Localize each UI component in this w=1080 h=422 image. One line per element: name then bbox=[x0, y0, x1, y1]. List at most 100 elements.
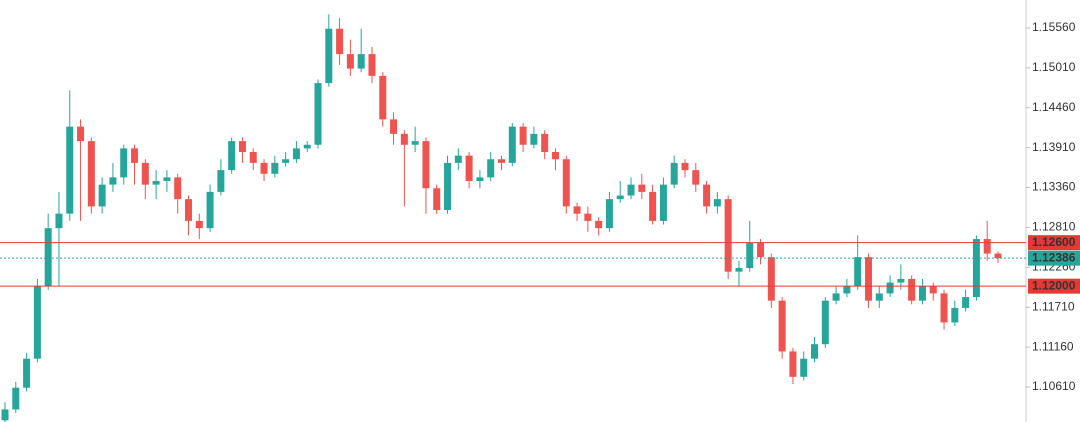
candle-body bbox=[336, 28, 344, 55]
candle-body bbox=[87, 141, 95, 207]
candle-body bbox=[681, 162, 689, 171]
candle-body bbox=[735, 268, 743, 272]
candle-body bbox=[465, 155, 473, 182]
candle-body bbox=[120, 148, 128, 178]
candle-body bbox=[23, 358, 31, 388]
candle-body bbox=[292, 148, 300, 160]
candle-body bbox=[757, 242, 765, 258]
y-tick-label: 1.12810 bbox=[1032, 220, 1076, 234]
candle-body bbox=[627, 184, 635, 196]
price-level-box bbox=[1028, 278, 1080, 294]
price-level-label: 1.12000 bbox=[1032, 278, 1076, 292]
candle-body bbox=[390, 119, 398, 134]
candle-body bbox=[66, 126, 74, 214]
candle-body bbox=[972, 239, 980, 298]
candle-body bbox=[562, 159, 570, 207]
candle-body bbox=[260, 162, 268, 174]
candle-body bbox=[983, 239, 991, 254]
candle-body bbox=[649, 191, 657, 221]
candle-body bbox=[616, 195, 624, 200]
candle-body bbox=[659, 184, 667, 221]
candle-body bbox=[897, 278, 905, 283]
candle-body bbox=[184, 199, 192, 221]
candle-body bbox=[843, 286, 851, 294]
candle-body bbox=[692, 170, 700, 185]
candle-body bbox=[422, 141, 430, 189]
y-tick-label: 1.11160 bbox=[1032, 339, 1074, 353]
candle-body bbox=[994, 253, 1002, 259]
candle-body bbox=[551, 152, 559, 160]
candle-body bbox=[638, 184, 646, 192]
candle-body bbox=[864, 257, 872, 301]
candle-body bbox=[908, 278, 916, 301]
candle-body bbox=[778, 300, 786, 352]
candle-body bbox=[498, 159, 505, 163]
candle-body bbox=[821, 300, 829, 345]
candle-body bbox=[962, 297, 970, 308]
candle-body bbox=[314, 83, 322, 145]
candle-body bbox=[346, 54, 354, 69]
candle-body bbox=[228, 141, 236, 171]
candle-body bbox=[595, 220, 603, 229]
candle-body bbox=[152, 181, 160, 185]
price-level-box bbox=[1028, 235, 1080, 251]
candle-body bbox=[767, 257, 775, 301]
candle-body bbox=[530, 133, 538, 145]
candle-body bbox=[670, 162, 678, 185]
candle-body bbox=[249, 152, 257, 163]
candle-body bbox=[605, 199, 613, 229]
candle-body bbox=[368, 54, 376, 76]
y-tick-label: 1.15010 bbox=[1032, 60, 1076, 74]
candle-body bbox=[12, 387, 20, 410]
candle-body bbox=[303, 144, 311, 149]
candle-body bbox=[195, 220, 203, 229]
candle-body bbox=[875, 293, 883, 301]
candle-body bbox=[854, 257, 862, 287]
candle-body bbox=[217, 170, 225, 192]
candle-body bbox=[109, 177, 117, 185]
candle-body bbox=[713, 199, 721, 207]
candle-body bbox=[746, 242, 754, 269]
candle-body bbox=[238, 141, 246, 153]
price-level-label: 1.12386 bbox=[1032, 250, 1076, 264]
candle-body bbox=[476, 177, 484, 182]
candle-body bbox=[282, 159, 290, 163]
candle-body bbox=[55, 213, 63, 229]
candle-body bbox=[584, 213, 592, 221]
candle-body bbox=[800, 358, 808, 377]
price-level-box bbox=[1028, 250, 1080, 266]
candle-body bbox=[379, 75, 387, 120]
candle-body bbox=[832, 293, 840, 301]
candle-body bbox=[811, 344, 819, 359]
y-tick-label: 1.10610 bbox=[1032, 379, 1076, 393]
candle-body bbox=[131, 148, 139, 163]
candle-body bbox=[77, 126, 85, 142]
candle-body bbox=[703, 184, 711, 207]
candle-body bbox=[444, 162, 452, 211]
candle-body bbox=[411, 141, 419, 145]
y-tick-label: 1.11710 bbox=[1032, 299, 1075, 313]
candle-body bbox=[174, 177, 182, 200]
candle-body bbox=[1, 409, 9, 421]
y-tick-label: 1.13360 bbox=[1032, 180, 1076, 194]
candle-body bbox=[940, 293, 948, 323]
candle-body bbox=[573, 206, 581, 214]
candle-body bbox=[929, 286, 937, 294]
price-level-label: 1.12600 bbox=[1032, 235, 1076, 249]
candle-body bbox=[271, 162, 279, 174]
candle-body bbox=[433, 188, 441, 211]
candle-body bbox=[918, 286, 926, 301]
candle-body bbox=[508, 126, 516, 163]
candle-body bbox=[163, 177, 171, 182]
candle-body bbox=[454, 155, 462, 163]
candle-body bbox=[141, 162, 149, 185]
candle-body bbox=[789, 351, 797, 377]
candle-body bbox=[724, 199, 732, 272]
y-tick-label: 1.13910 bbox=[1032, 140, 1076, 154]
candle-body bbox=[98, 184, 106, 207]
candle-body bbox=[357, 54, 365, 69]
y-tick-label: 1.14460 bbox=[1032, 100, 1076, 114]
candle-body bbox=[33, 286, 41, 359]
candle-body bbox=[886, 282, 894, 294]
